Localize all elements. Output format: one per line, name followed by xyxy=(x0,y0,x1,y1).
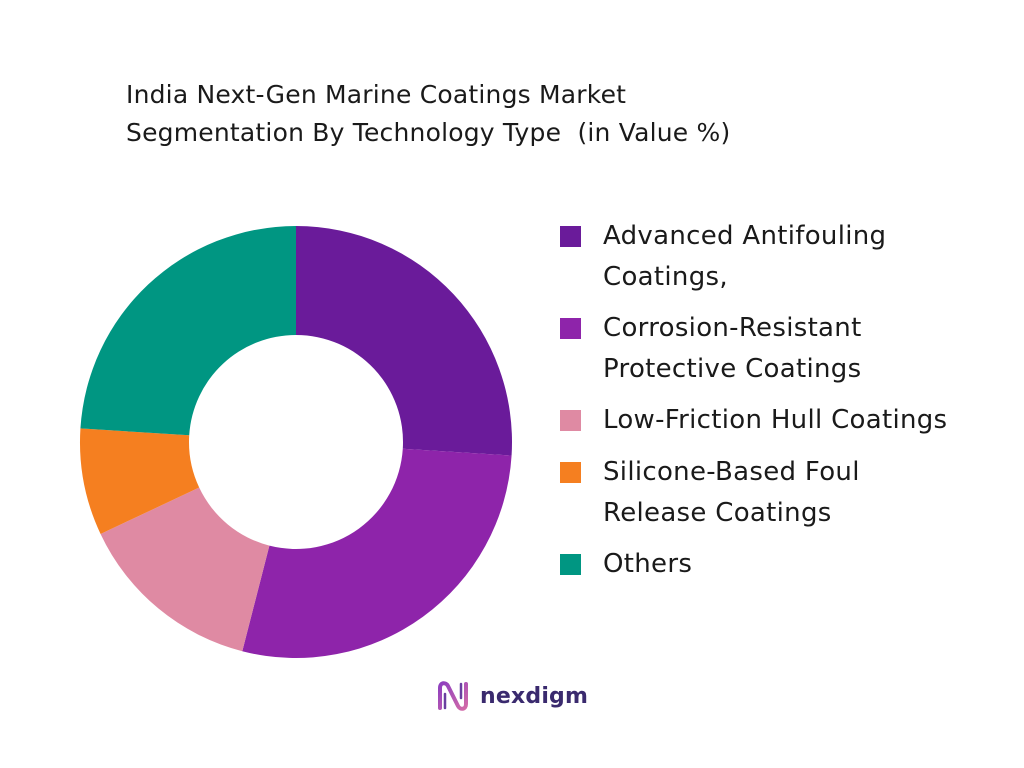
nexdigm-logo: nexdigm xyxy=(436,678,588,714)
legend-item-2: Corrosion-Resistant Protective Coatings xyxy=(560,308,862,390)
legend-label: Low-Friction Hull Coatings xyxy=(603,400,947,441)
legend-label-line: Protective Coatings xyxy=(603,354,862,384)
donut-slice-2 xyxy=(242,448,512,658)
legend-item-3: Low-Friction Hull Coatings xyxy=(560,400,947,441)
legend-label: Advanced Antifouling Coatings, xyxy=(603,216,886,298)
donut-slice-1 xyxy=(296,226,512,456)
legend-swatch xyxy=(560,462,581,483)
legend-label-line: Release Coatings xyxy=(603,498,832,528)
chart-title-line-2: Segmentation By Technology Type (in Valu… xyxy=(126,118,731,147)
legend-swatch xyxy=(560,318,581,339)
chart-title-line-1: India Next-Gen Marine Coatings Market xyxy=(126,80,627,109)
legend-label: Silicone-Based Foul Release Coatings xyxy=(603,452,860,534)
legend-label-line: Others xyxy=(603,549,693,579)
donut-chart xyxy=(79,226,512,658)
brand-name: nexdigm xyxy=(480,683,589,709)
legend-swatch xyxy=(560,554,581,575)
legend-item-4: Silicone-Based Foul Release Coatings xyxy=(560,452,860,534)
legend-swatch xyxy=(560,226,581,247)
legend-label: Others xyxy=(603,544,692,585)
legend-label-line: Advanced Antifouling xyxy=(603,221,887,251)
legend-label-line: Corrosion-Resistant xyxy=(603,313,862,343)
legend-item-5: Others xyxy=(560,544,692,585)
legend-label-line: Silicone-Based Foul xyxy=(603,457,860,487)
chart-title: India Next-Gen Marine Coatings Market Se… xyxy=(126,76,730,152)
donut-slice-4 xyxy=(79,428,200,534)
legend-label-line: Low-Friction Hull Coatings xyxy=(603,405,948,435)
legend-item-1: Advanced Antifouling Coatings, xyxy=(560,216,886,298)
donut-slice-3 xyxy=(100,487,270,652)
legend-label: Corrosion-Resistant Protective Coatings xyxy=(603,308,862,390)
legend-swatch xyxy=(560,410,581,431)
donut-slice-5 xyxy=(80,226,296,436)
nexdigm-logo-icon xyxy=(438,681,468,711)
legend-label-line: Coatings, xyxy=(603,262,728,292)
